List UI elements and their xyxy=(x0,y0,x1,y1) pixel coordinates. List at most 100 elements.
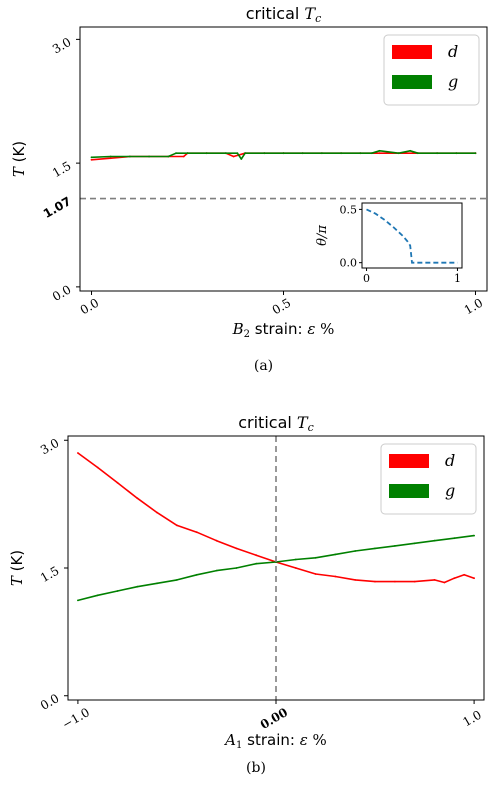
panel-b-series-d-point xyxy=(453,577,456,580)
panel-b-series-d-point xyxy=(96,466,99,469)
panel-b-legend-label-g: g xyxy=(445,481,455,500)
panel-b-series-g-point xyxy=(96,594,99,597)
panel-b-series-d-point xyxy=(235,547,238,550)
panel-a-inset-ytick-label: 0.0 xyxy=(340,257,358,270)
panel-b-series-d-point xyxy=(354,579,357,581)
panel-b-series-d-point xyxy=(116,481,119,484)
panel-b-series-g-point xyxy=(255,562,258,565)
panel-a-legend-label-g: g xyxy=(448,72,458,91)
panel-a-inset-ylabel: θ/π xyxy=(315,225,330,246)
panel-b-series-d-point xyxy=(195,531,198,534)
panel-a-ylabel: T (K) xyxy=(10,141,28,177)
panel-b-series-g-point xyxy=(215,569,218,572)
panel-a-inset-xtick-label: 1 xyxy=(454,272,461,285)
panel-b-series-g-point xyxy=(77,599,79,602)
panel-a-series-g-point xyxy=(397,152,400,155)
panel-b-series-d-point xyxy=(443,581,446,584)
panel-a-series-g-point xyxy=(370,152,373,155)
panel-a-series-d-point xyxy=(109,157,112,160)
panel-a-series-g-point xyxy=(205,152,208,155)
panel-a-xtick-label: 1.0 xyxy=(462,296,486,318)
panel-a-series-g-point xyxy=(301,152,304,155)
panel-a-inset-frame xyxy=(361,202,463,269)
panel-b-series-d-point xyxy=(77,452,79,454)
panel-b-series-d-point xyxy=(156,511,159,514)
panel-b-series-g-point xyxy=(176,579,178,581)
panel-b-series-d-point xyxy=(374,580,376,583)
panel-a-series-g-point xyxy=(455,152,458,155)
panel-a-series-g-point xyxy=(263,152,266,155)
panel-b-series-g-point xyxy=(473,534,475,537)
panel-a-inset-series-line xyxy=(366,208,458,264)
panel-b-series-d-point xyxy=(136,497,139,500)
panel-a-legend-swatch-d xyxy=(392,45,432,59)
panel-a-title: critical Tc xyxy=(246,4,322,25)
panel-b-xtick-label: −1.0 xyxy=(60,705,92,732)
panel-b-xtick-label: 1.0 xyxy=(460,708,484,730)
panel-a-inset: 0 1 0.0 0.5 θ/π xyxy=(315,202,463,285)
panel-b: critical Tc −1.0 0.00 1.0 0.0 1.5 3.0 A1 strain… xyxy=(8,413,485,776)
panel-a-caption: (a) xyxy=(254,358,273,374)
panel-a: critical Tc 1.07 0.0 0.5 1.0 0.0 1.5 3.0 B2 stra… xyxy=(10,4,488,374)
panel-a-ytick-label: 0.0 xyxy=(50,282,74,304)
panel-a-series-d-point xyxy=(182,155,185,158)
panel-b-series-d-point xyxy=(334,575,337,578)
panel-a-xtick-label: 0.5 xyxy=(270,296,294,318)
panel-a-series-g-point xyxy=(244,152,247,155)
panel-b-series-d-point xyxy=(473,577,475,580)
panel-a-series-g-point xyxy=(282,152,285,155)
panel-b-series-g-point xyxy=(354,550,357,552)
panel-a-inset-ytick-label: 0.5 xyxy=(340,203,358,216)
panel-a-series-g-point xyxy=(167,155,170,158)
panel-a-series-g-point xyxy=(175,152,177,155)
panel-b-series-g-point xyxy=(374,547,376,550)
panel-b-legend-swatch-d xyxy=(389,454,429,468)
panel-a-legend-label-d: d xyxy=(448,42,458,61)
panel-b-series-g-point xyxy=(116,590,119,592)
panel-a-series-g-point xyxy=(436,152,438,155)
panel-a-series-d-point xyxy=(378,152,381,155)
panel-b-series-g-point xyxy=(294,558,297,561)
panel-b-series-g-point xyxy=(433,539,436,542)
panel-b-ytick-label: 3.0 xyxy=(38,436,62,458)
panel-b-title: critical Tc xyxy=(238,413,314,434)
panel-b-series-g-point xyxy=(394,545,396,547)
panel-a-series-g-point xyxy=(378,149,381,152)
panel-a-legend: dg xyxy=(383,34,480,106)
panel-b-series-g-point xyxy=(235,567,238,569)
panel-a-series-d-point xyxy=(232,155,235,158)
panel-a-xtick-label: 0.0 xyxy=(78,296,102,318)
panel-a-series-g-point xyxy=(340,152,342,155)
panel-a-ytick-label: 1.5 xyxy=(50,159,74,181)
panel-b-series-g-point xyxy=(334,553,337,556)
panel-b-ytick-label: 0.0 xyxy=(38,691,62,713)
panel-b-series-g-point xyxy=(136,585,139,588)
panel-a-series-g-point xyxy=(409,149,412,152)
panel-b-series-d-point xyxy=(394,580,396,583)
panel-b-series-d-point xyxy=(463,573,466,576)
panel-b-series-d-point xyxy=(314,573,317,575)
panel-b-series-g-point xyxy=(314,556,317,559)
panel-b-xtick-label: 0.00 xyxy=(258,705,290,732)
panel-b-legend-label-d: d xyxy=(445,451,455,470)
panel-a-threshold-label: 1.07 xyxy=(41,194,74,221)
panel-a-series-d-point xyxy=(90,158,93,161)
panel-a-inset-xtick-label: 0 xyxy=(363,272,370,285)
panel-a-series-g-point xyxy=(474,152,477,155)
panel-b-ylabel: T (K) xyxy=(8,550,26,586)
panel-b-legend: dg xyxy=(380,443,477,515)
panel-b-series-d-point xyxy=(294,567,297,569)
panel-b-legend-swatch-g xyxy=(389,484,429,498)
panel-b-series-g-point xyxy=(413,542,416,545)
panel-a-series-g-point xyxy=(129,155,131,158)
panel-a-legend-swatch-g xyxy=(392,75,432,89)
panel-a-series-g-point xyxy=(417,152,419,155)
panel-a-series-g-point xyxy=(186,152,189,155)
panel-a-xlabel: B2 strain: ε % xyxy=(232,320,335,340)
panel-a-series-g-point xyxy=(225,152,227,155)
panel-a-series-g-point xyxy=(359,152,362,155)
panel-b-series-d-point xyxy=(413,580,416,583)
panel-a-series-g-point xyxy=(109,155,112,158)
panel-a-series-g-point xyxy=(321,152,323,155)
